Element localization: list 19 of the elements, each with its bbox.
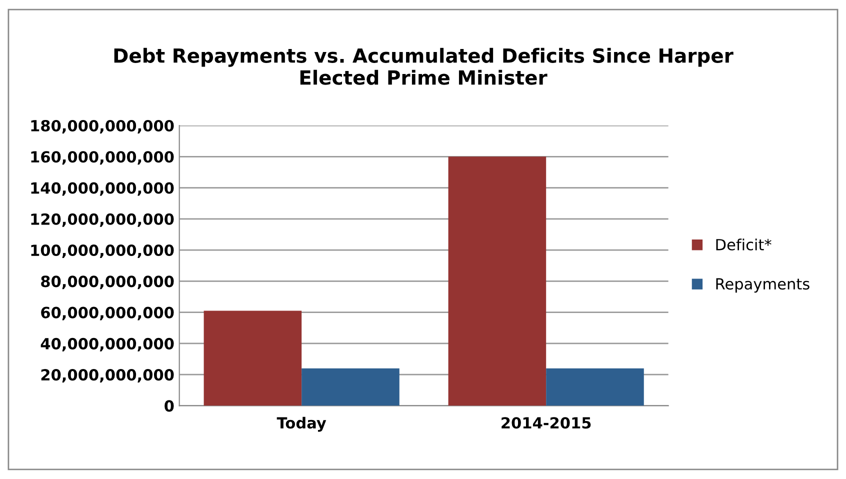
y-tick-label: 20,000,000,000: [41, 369, 174, 383]
bar: [204, 310, 302, 406]
y-tick-label: 0: [164, 400, 174, 412]
y-tick-label: 160,000,000,000: [31, 151, 174, 165]
y-tick-label: 80,000,000,000: [41, 276, 174, 290]
chart-title: Debt Repayments vs. Accumulated Deficits Since Harper Elected Prime Minister: [114, 48, 734, 85]
x-tick-label: 2014-2015: [502, 417, 591, 429]
y-tick-label: 40,000,000,000: [40, 338, 174, 352]
y-tick-label: 100,000,000,000: [31, 244, 174, 258]
y-tick-label: 60,000,000,000: [41, 306, 174, 320]
y-tick-label: 180,000,000,000: [31, 120, 174, 134]
legend-label: Repayments: [716, 278, 810, 293]
y-tick-label: 120,000,000,000: [31, 213, 174, 227]
bar: [546, 368, 644, 406]
bar: [302, 368, 400, 406]
legend-label: Deficit*: [716, 238, 772, 250]
y-tick-label: 140,000,000,000: [31, 182, 174, 196]
bar: [448, 156, 546, 406]
x-tick-label: Today: [276, 416, 326, 432]
